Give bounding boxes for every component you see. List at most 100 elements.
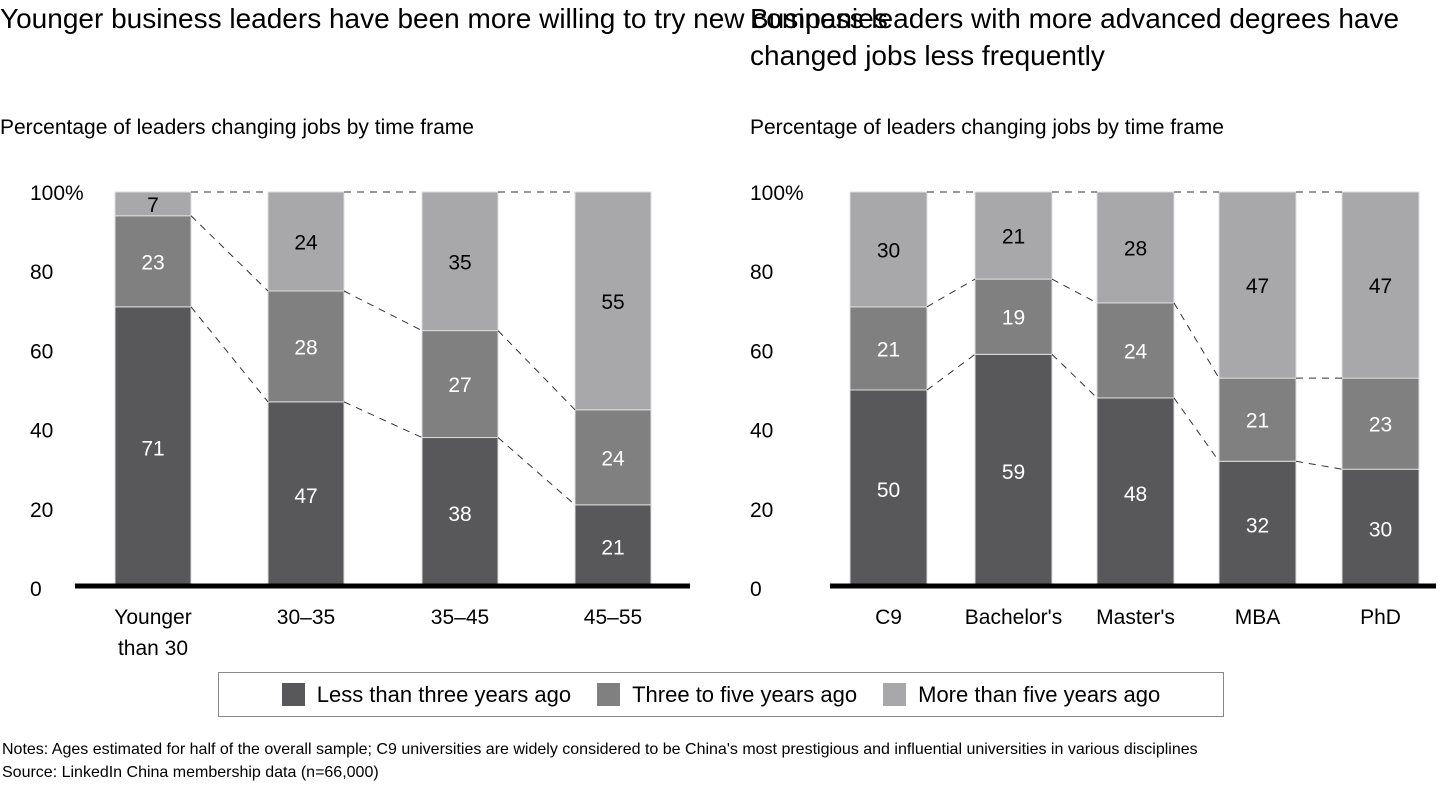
y-tick-label: 20	[750, 499, 773, 522]
data-label: 47	[1369, 275, 1392, 298]
connector-line	[1051, 278, 1098, 304]
data-label: 30	[877, 239, 900, 262]
y-tick-label: 40	[750, 420, 773, 443]
connector-line	[1051, 354, 1098, 399]
connector-line	[190, 215, 269, 292]
data-label: 47	[1246, 275, 1269, 298]
legend-item: Three to five years ago	[597, 682, 857, 708]
connector-line	[497, 437, 576, 506]
bar-segment	[267, 401, 345, 589]
bar-segment	[574, 504, 652, 589]
right-chart-subtitle: Percentage of leaders changing jobs by t…	[750, 116, 1224, 139]
legend-label: Less than three years ago	[316, 681, 572, 707]
bar-segment	[1341, 377, 1420, 470]
bar-segment	[1096, 302, 1175, 399]
bar-segment	[1218, 377, 1297, 462]
x-tick-label: 30–35	[277, 606, 335, 629]
x-tick-label: PhD	[1360, 606, 1401, 629]
bar-segment	[974, 353, 1053, 589]
bar-segment	[421, 330, 499, 439]
data-label: 71	[141, 437, 164, 460]
data-label: 50	[877, 479, 900, 502]
x-tick-label: C9	[875, 606, 902, 629]
legend-swatch	[281, 683, 305, 706]
data-label: 28	[294, 336, 317, 359]
connector-line	[343, 290, 423, 332]
data-label: 19	[1002, 307, 1025, 330]
bar-segment	[974, 191, 1053, 280]
bar-segment	[1341, 468, 1420, 589]
y-tick-label: 100%	[30, 182, 84, 205]
bar-segment	[974, 278, 1053, 355]
bar-segment	[1341, 191, 1420, 379]
y-tick-label: 0	[30, 578, 42, 601]
bar-segment	[1096, 191, 1175, 304]
bar-segment	[267, 191, 345, 292]
data-label: 23	[1369, 414, 1392, 437]
data-label: 28	[1124, 237, 1147, 260]
data-label: 21	[1002, 226, 1025, 249]
x-tick-label: Younger	[114, 606, 191, 629]
y-tick-label: 80	[750, 261, 773, 284]
y-tick-label: 100%	[750, 182, 804, 205]
data-label: 48	[1124, 483, 1147, 506]
legend-swatch	[597, 683, 621, 706]
data-label: 24	[1124, 340, 1148, 363]
charts: 0 20 40 60 80 100% 71 23 7 Younger than 30 47 28 24 30…	[30, 182, 1436, 660]
legend: Less than three years ago Three to five …	[218, 672, 1224, 717]
right-chart-title: Business leaders with more advanced degr…	[750, 3, 1400, 71]
x-tick-label: Bachelor's	[965, 606, 1062, 629]
data-label: 27	[448, 374, 471, 397]
x-tick-label: 35–45	[431, 606, 489, 629]
connector-line	[343, 401, 423, 438]
notes-text: Notes: Ages estimated for half of the ov…	[2, 741, 1198, 758]
data-label: 21	[1246, 410, 1269, 433]
data-label: 21	[877, 338, 900, 361]
bar-segment	[574, 191, 652, 411]
y-tick-label: 60	[750, 340, 773, 363]
bar-segment	[114, 215, 192, 308]
bar-segment	[1218, 460, 1297, 589]
y-tick-label: 40	[30, 420, 53, 443]
data-label: 32	[1246, 515, 1269, 538]
connector-line	[1295, 460, 1343, 470]
y-tick-label: 0	[750, 578, 762, 601]
data-label: 23	[141, 251, 164, 274]
data-label: 38	[448, 503, 471, 526]
data-label: 35	[448, 251, 471, 274]
data-label: 24	[294, 232, 318, 255]
connector-line	[497, 330, 576, 411]
left-chart-subtitle: Percentage of leaders changing jobs by t…	[0, 116, 474, 139]
connector-line	[1173, 302, 1220, 379]
notes: Notes: Ages estimated for half of the ov…	[2, 738, 1432, 784]
legend-item: Less than three years ago	[281, 681, 572, 708]
y-tick-label: 20	[30, 499, 53, 522]
data-label: 7	[147, 194, 159, 217]
bar-segment	[574, 409, 652, 506]
bar-segment	[849, 389, 928, 589]
source-text: Source: LinkedIn China membership data (…	[2, 764, 379, 781]
bar-segment	[849, 191, 928, 308]
legend-label: More than five years ago	[918, 681, 1161, 707]
bar-segment	[267, 290, 345, 403]
bar-segment	[114, 191, 192, 217]
x-tick-label: MBA	[1235, 606, 1281, 629]
legend-label: Three to five years ago	[632, 681, 858, 707]
legend-swatch	[883, 683, 907, 706]
bar-segment	[849, 306, 928, 391]
data-label: 24	[601, 447, 625, 470]
data-label: 30	[1369, 519, 1392, 542]
x-tick-label: 45–55	[584, 606, 642, 629]
bar-segment	[421, 437, 499, 589]
x-tick-label: than 30	[118, 637, 188, 660]
bar-segment	[114, 306, 192, 589]
data-label: 55	[601, 291, 624, 314]
bar-segment	[421, 191, 499, 332]
y-tick-label: 80	[30, 261, 53, 284]
connector-line	[190, 306, 269, 403]
data-label: 59	[1002, 461, 1025, 484]
connector-line	[926, 278, 976, 308]
left-chart-title: Younger business leaders have been more …	[0, 3, 888, 34]
legend-item: More than five years ago	[883, 682, 1160, 708]
bar-segment	[1218, 191, 1297, 379]
